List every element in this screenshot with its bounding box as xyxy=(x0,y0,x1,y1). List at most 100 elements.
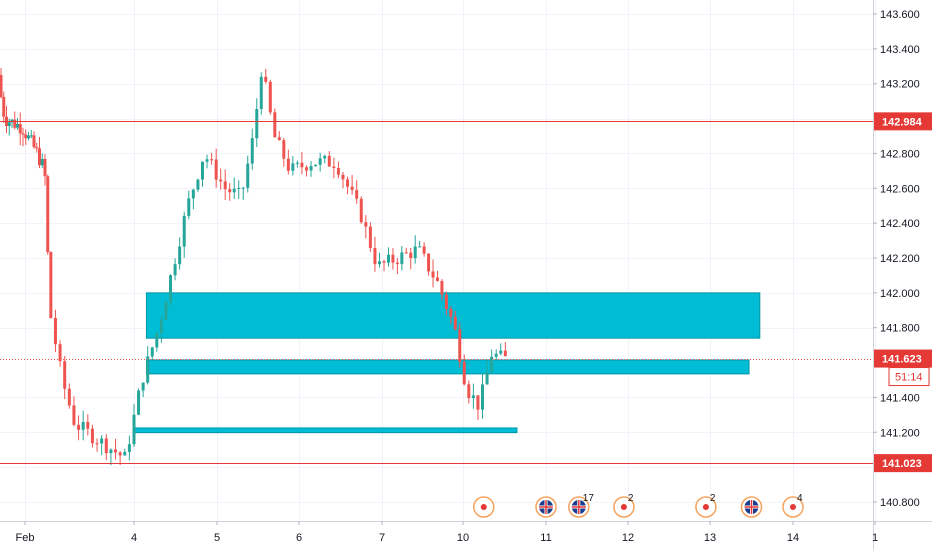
candle-body-24 xyxy=(77,424,81,430)
candle-body-59 xyxy=(237,188,241,190)
candle-body-33 xyxy=(118,452,122,456)
y-tick-label-5: 142.400 xyxy=(880,218,920,230)
candle-body-108 xyxy=(458,329,462,362)
candle-body-5 xyxy=(13,119,17,128)
candle-body-104 xyxy=(440,280,444,295)
candle-body-17 xyxy=(46,176,50,253)
candle-body-79 xyxy=(327,155,331,167)
x-tick-label-2: 5 xyxy=(214,532,220,544)
y-tick-label-4: 142.600 xyxy=(880,183,920,195)
level-label-bg-2 xyxy=(874,349,932,368)
countdown-label: 51:14 xyxy=(895,372,923,384)
x-tick-label-5: 10 xyxy=(457,532,469,544)
event-count-6: 4 xyxy=(797,493,803,504)
x-tick-label-1: 4 xyxy=(131,532,137,544)
candle-body-42 xyxy=(159,319,163,334)
events-layer: 17 2 2 4 xyxy=(473,493,804,518)
level-label-2: 141.623 xyxy=(882,354,922,366)
zone-0[interactable] xyxy=(145,292,761,339)
candle-body-88 xyxy=(368,226,372,249)
candle-body-84 xyxy=(350,186,354,191)
candle-body-0 xyxy=(0,75,3,97)
candle-body-61 xyxy=(246,163,250,188)
candle-body-66 xyxy=(268,81,272,113)
candle-body-69 xyxy=(282,140,286,159)
candle-body-115 xyxy=(490,356,494,372)
candle-body-81 xyxy=(336,167,340,175)
candle-body-70 xyxy=(286,158,290,171)
candle-body-55 xyxy=(219,179,223,182)
candle-body-8 xyxy=(21,133,25,135)
candle-body-31 xyxy=(109,449,113,454)
candle-body-62 xyxy=(250,138,254,164)
y-tick-label-3: 142.800 xyxy=(880,148,920,160)
candle-body-53 xyxy=(210,159,214,161)
candle-body-113 xyxy=(481,384,485,410)
countdown-bg xyxy=(888,367,930,387)
candle-body-26 xyxy=(86,422,90,429)
candle-body-44 xyxy=(169,275,173,303)
candle-body-19 xyxy=(53,318,57,345)
candle-body-71 xyxy=(291,163,295,171)
candle-body-12 xyxy=(32,135,36,148)
candle-body-95 xyxy=(400,252,404,265)
candle-body-38 xyxy=(141,382,145,391)
candle-body-43 xyxy=(164,302,168,320)
candle-body-56 xyxy=(223,181,227,190)
candle-body-58 xyxy=(232,188,236,193)
candle-body-64 xyxy=(259,76,263,109)
candle-body-18 xyxy=(49,252,53,319)
level-labels: 142.984 141.023 141.623 51:14 xyxy=(874,112,932,473)
candle-body-103 xyxy=(435,277,439,281)
candle-body-97 xyxy=(409,252,413,259)
candle-body-86 xyxy=(359,198,363,223)
y-tick-label-10: 141.200 xyxy=(880,427,920,439)
candle-body-112 xyxy=(476,395,480,410)
candle-body-7 xyxy=(18,123,22,134)
candle-body-77 xyxy=(318,158,322,165)
candle-body-13 xyxy=(35,147,39,149)
candle-body-40 xyxy=(150,347,154,357)
x-tick-label-4: 7 xyxy=(379,532,385,544)
x-tick-label-0: Feb xyxy=(16,532,35,544)
candle-body-76 xyxy=(314,164,318,167)
zone-1[interactable] xyxy=(145,359,750,375)
candle-body-78 xyxy=(323,155,327,159)
event-count-4: 2 xyxy=(710,493,716,504)
x-tick-label-6: 11 xyxy=(540,532,551,544)
price-axis[interactable]: 143.600 143.400 143.200 142.800 142.600 142.4… xyxy=(873,9,920,509)
y-tick-label-9: 141.400 xyxy=(880,392,920,404)
candle-body-68 xyxy=(277,137,281,141)
candle-body-46 xyxy=(178,246,182,265)
candle-body-54 xyxy=(214,159,218,180)
x-tick-label-9: 14 xyxy=(787,532,799,544)
candle-body-90 xyxy=(378,261,382,265)
y-tick-label-0: 143.600 xyxy=(880,9,920,21)
candle-body-102 xyxy=(431,271,435,278)
y-tick-label-11: 140.800 xyxy=(880,497,920,509)
candle-body-22 xyxy=(67,388,71,406)
event-count-3: 2 xyxy=(628,493,634,504)
x-tick-label-10: 1 xyxy=(872,532,878,544)
y-tick-label-1: 143.400 xyxy=(880,44,920,56)
candle-body-15 xyxy=(40,159,44,166)
candle-body-51 xyxy=(200,161,204,180)
candle-body-107 xyxy=(453,316,457,330)
candle-body-9 xyxy=(24,134,28,139)
candle-body-4 xyxy=(10,119,14,123)
candle-body-52 xyxy=(205,159,209,162)
zone-2[interactable] xyxy=(133,427,518,434)
candle-body-39 xyxy=(146,356,150,383)
candles-layer xyxy=(0,68,507,466)
candle-body-73 xyxy=(300,162,304,168)
time-axis[interactable]: Feb 4 5 6 7 10 11 12 13 14 1 xyxy=(16,521,879,544)
candle-body-49 xyxy=(191,189,195,199)
candle-body-57 xyxy=(228,189,232,193)
candle-body-75 xyxy=(309,166,313,171)
event-dot-icon-0 xyxy=(480,504,487,510)
candle-body-45 xyxy=(173,264,177,276)
candle-body-83 xyxy=(346,179,350,187)
